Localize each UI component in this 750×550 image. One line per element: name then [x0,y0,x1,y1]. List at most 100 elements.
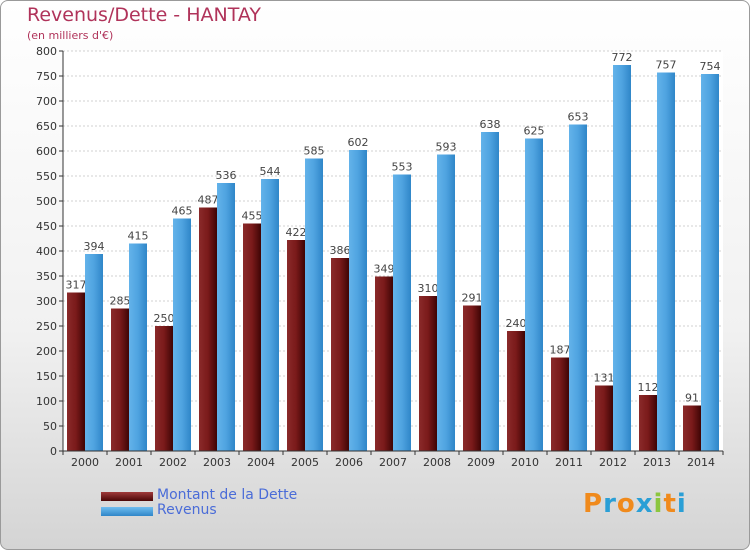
x-tick-label: 2001 [115,456,143,469]
bar-debt [419,296,437,451]
bar-revenue [481,132,499,451]
legend-swatch-revenue [101,507,153,516]
bar-chart-plot: 0 50 100 150 200 250 300 350 400 450 500 550 600 650 7… [36,45,724,469]
legend-label-revenue: Revenus [157,502,217,518]
y-tick-label: 600 [36,145,57,158]
bar-revenue [217,183,235,451]
y-tick-label: 300 [36,295,57,308]
data-label-revenue: 593 [436,141,457,154]
y-tick-label: 200 [36,345,57,358]
logo-letter: o [616,489,636,519]
data-label-debt: 487 [198,194,219,207]
data-label-debt: 310 [418,282,439,295]
bar-revenue [657,72,675,451]
bar-debt [287,240,305,451]
bar-revenue [305,158,323,451]
data-label-revenue: 553 [392,161,413,174]
data-label-debt: 422 [286,226,307,239]
x-tick-label: 2009 [467,456,495,469]
bar-debt [375,276,393,451]
logo-letter: t [663,489,677,519]
x-tick-label: 2005 [291,456,319,469]
bar-debt [243,223,261,451]
legend-label-debt: Montant de la Dette [157,487,298,503]
data-label-revenue: 394 [84,240,105,253]
data-label-revenue: 536 [216,169,237,182]
y-tick-label: 100 [36,395,57,408]
legend-swatch-debt [101,492,153,501]
data-label-revenue: 625 [524,125,545,138]
x-tick-label: 2013 [643,456,671,469]
data-label-debt: 240 [506,317,527,330]
x-tick-label: 2011 [555,456,583,469]
data-label-debt: 285 [110,295,131,308]
data-label-revenue: 415 [128,230,149,243]
bar-revenue [613,65,631,451]
data-label-revenue: 602 [348,136,369,149]
data-label-revenue: 653 [568,111,589,124]
data-label-debt: 131 [594,372,615,385]
data-label-revenue: 638 [480,118,501,131]
bar-debt [683,405,701,451]
bar-debt [551,357,569,451]
chart-title: Revenus/Dette - HANTAY [27,4,261,26]
data-label-revenue: 465 [172,205,193,218]
bar-revenue [261,179,279,451]
y-tick-label: 150 [36,370,57,383]
y-tick-label: 0 [50,445,57,458]
bar-revenue [437,154,455,451]
x-tick-label: 2002 [159,456,187,469]
x-tick-label: 2010 [511,456,539,469]
data-label-debt: 349 [374,263,395,276]
y-tick-label: 800 [36,45,57,58]
bar-revenue [701,74,719,451]
logo-letter: i [676,489,687,519]
data-label-revenue: 754 [700,60,721,73]
y-tick-label: 350 [36,270,57,283]
bar-revenue [393,174,411,451]
bar-debt [199,207,217,451]
logo-letter: P [583,489,604,519]
data-label-debt: 112 [638,381,659,394]
y-tick-label: 250 [36,320,57,333]
y-tick-label: 550 [36,170,57,183]
data-label-revenue: 544 [260,165,281,178]
x-tick-label: 2014 [687,456,715,469]
x-tick-label: 2000 [71,456,99,469]
bar-revenue [129,243,147,451]
x-tick-label: 2008 [423,456,451,469]
bar-revenue [525,138,543,451]
data-label-debt: 317 [66,279,87,292]
bar-debt [111,308,129,451]
y-tick-label: 450 [36,220,57,233]
data-label-debt: 250 [154,312,175,325]
bar-debt [639,395,657,451]
x-tick-label: 2012 [599,456,627,469]
y-tick-label: 400 [36,245,57,258]
data-label-revenue: 585 [304,145,325,158]
bar-revenue [569,124,587,451]
bar-revenue [173,218,191,451]
data-label-revenue: 772 [612,51,633,64]
logo-letter: i [653,489,664,519]
x-tick-label: 2004 [247,456,275,469]
data-label-debt: 187 [550,344,571,357]
bar-debt [463,305,481,451]
x-tick-label: 2007 [379,456,407,469]
data-label-debt: 455 [242,210,263,223]
data-label-revenue: 757 [656,59,677,72]
y-tick-label: 750 [36,70,57,83]
data-label-debt: 91 [685,392,699,405]
bar-debt [507,331,525,451]
y-tick-label: 700 [36,95,57,108]
x-tick-label: 2003 [203,456,231,469]
data-label-debt: 291 [462,292,483,305]
y-tick-label: 500 [36,195,57,208]
logo-letter: r [603,489,617,519]
bar-debt [595,385,613,451]
bar-revenue [85,254,103,451]
y-tick-label: 650 [36,120,57,133]
data-label-debt: 386 [330,244,351,257]
y-tick-label: 50 [43,420,57,433]
bar-debt [331,258,349,451]
